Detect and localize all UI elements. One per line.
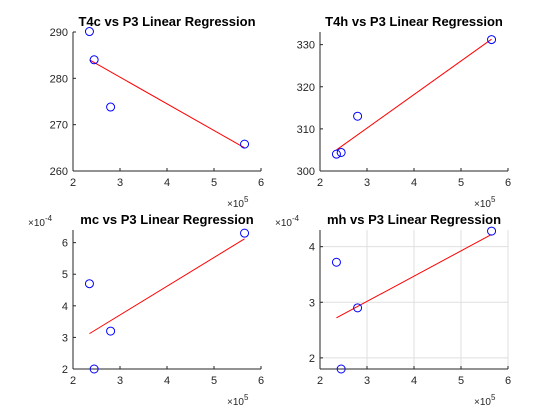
x-axis-multiplier: ×105 [474,393,496,408]
x-tick-label: 5 [211,375,217,387]
data-point [353,303,363,313]
plot-title: mc vs P3 Linear Regression [80,212,253,227]
data-point [84,279,94,289]
x-tick-label: 5 [458,177,464,189]
data-point [487,35,497,45]
data-point [353,111,363,121]
y-tick-label: 280 [50,73,68,85]
x-tick-label: 6 [505,177,511,189]
x-tick-label: 4 [164,177,170,189]
x-tick-label: 3 [364,375,370,387]
y-tick-label: 5 [62,269,68,281]
x-tick-label: 2 [317,375,323,387]
x-tick-label: 3 [117,177,123,189]
data-point [331,257,341,267]
data-point [84,27,94,37]
y-tick-label: 260 [50,166,68,178]
x-tick-label: 2 [70,177,76,189]
y-tick-label: 320 [297,82,315,94]
x-tick-label: 6 [505,375,511,387]
x-tick-label: 6 [258,375,264,387]
y-tick-label: 290 [50,27,68,39]
data-point [89,364,99,374]
x-axis-multiplier: ×105 [474,195,496,210]
data-point [106,326,116,336]
regression-line [89,59,245,149]
x-tick-label: 3 [117,375,123,387]
data-point [240,228,250,238]
data-point [336,147,346,157]
data-point [240,139,250,149]
plot-area [320,32,508,171]
data-point [89,55,99,65]
subplot-1: 2 3 4 5 6 260 270 280 290 ×105 T4c vs P3 Linear Re… [50,14,264,210]
y-tick-label: 2 [62,364,68,376]
regression-line [89,238,245,335]
plot-title: mh vs P3 Linear Regression [327,212,501,227]
y-tick-label: 3 [62,332,68,344]
plot-title: T4h vs P3 Linear Regression [325,14,503,29]
plot-area [73,32,261,171]
x-tick-label: 2 [70,375,76,387]
x-tick-label: 4 [411,177,417,189]
x-axis-multiplier: ×105 [227,393,249,408]
x-tick-label: 3 [364,177,370,189]
data-point [106,102,116,112]
plot-title: T4c vs P3 Linear Regression [78,14,255,29]
regression-line [336,38,492,151]
y-tick-label: 270 [50,120,68,132]
x-tick-label: 6 [258,177,264,189]
x-tick-label: 4 [164,375,170,387]
y-tick-label: 3 [309,297,315,309]
data-point [336,364,346,374]
y-tick-label: 300 [297,166,315,178]
x-tick-label: 2 [317,177,323,189]
data-point [487,226,497,236]
y-tick-label: 6 [62,238,68,250]
subplot-2: 2 3 4 5 6 300 310 320 330 ×105 T4h vs P3 Linear Re… [297,14,511,210]
x-axis-multiplier: ×105 [227,195,249,210]
y-tick-label: 2 [309,353,315,365]
x-tick-label: 5 [458,375,464,387]
regression-line [336,234,492,319]
y-tick-label: 4 [309,242,315,254]
plot-area [73,230,261,369]
y-tick-label: 4 [62,301,68,313]
y-tick-label: 330 [297,40,315,52]
data-point [331,149,341,159]
x-tick-label: 4 [411,375,417,387]
x-tick-label: 5 [211,177,217,189]
y-tick-label: 310 [297,124,315,136]
